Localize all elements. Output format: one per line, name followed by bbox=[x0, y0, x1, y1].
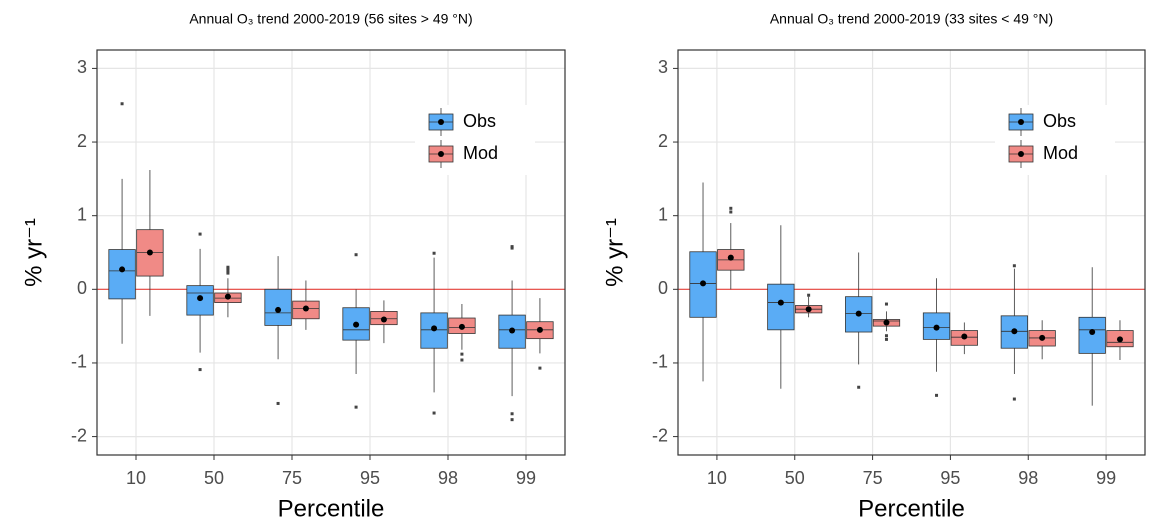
y-tick-label: 0 bbox=[658, 278, 668, 298]
mean bbox=[805, 306, 812, 313]
mean bbox=[224, 293, 231, 300]
outlier bbox=[884, 302, 888, 306]
outlier bbox=[1012, 397, 1016, 401]
y-tick-label: 1 bbox=[77, 204, 87, 224]
outlier bbox=[226, 269, 230, 273]
legend-label: Obs bbox=[1043, 111, 1076, 131]
y-tick-label: 3 bbox=[658, 57, 668, 77]
mean bbox=[197, 295, 204, 302]
y-tick-label: -1 bbox=[71, 352, 87, 372]
outlier bbox=[538, 366, 542, 370]
y-tick-label: 2 bbox=[658, 131, 668, 151]
x-tick-label: 99 bbox=[516, 468, 536, 488]
chart-title: Annual O₃ trend 2000-2019 (56 sites > 49… bbox=[189, 11, 472, 27]
legend: Obs Mod bbox=[415, 105, 535, 175]
x-tick-label: 98 bbox=[1018, 468, 1038, 488]
mean bbox=[777, 299, 784, 306]
outlier bbox=[729, 210, 733, 214]
outlier bbox=[857, 385, 861, 389]
x-tick-label: 95 bbox=[360, 468, 380, 488]
mean bbox=[933, 324, 940, 331]
y-tick-label: -2 bbox=[652, 425, 668, 445]
y-tick-label: 3 bbox=[77, 57, 87, 77]
plot-border bbox=[96, 49, 566, 456]
mean bbox=[458, 323, 465, 330]
mean bbox=[727, 254, 734, 261]
outlier bbox=[510, 246, 514, 250]
mean bbox=[431, 325, 438, 332]
box bbox=[108, 249, 136, 300]
legend-key-dot bbox=[1018, 151, 1024, 157]
mean bbox=[1011, 328, 1018, 335]
x-tick-label: 10 bbox=[707, 468, 727, 488]
y-tick-label: -2 bbox=[71, 425, 87, 445]
outlier bbox=[432, 251, 436, 255]
legend-label: Mod bbox=[1043, 143, 1078, 163]
outlier bbox=[935, 393, 939, 397]
outlier bbox=[884, 334, 888, 338]
outlier bbox=[807, 293, 811, 297]
mean bbox=[353, 321, 360, 328]
x-tick-label: 75 bbox=[282, 468, 302, 488]
y-axis-title: % yr⁻¹ bbox=[20, 218, 47, 287]
y-tick-label: 1 bbox=[658, 204, 668, 224]
mean bbox=[275, 306, 282, 313]
x-tick-label: 75 bbox=[863, 468, 883, 488]
outlier bbox=[354, 405, 358, 409]
outlier bbox=[354, 253, 358, 257]
outlier bbox=[120, 102, 124, 106]
panel: Annual O₃ trend 2000-2019 (56 sites > 49… bbox=[20, 11, 566, 522]
outlier bbox=[198, 232, 202, 236]
x-tick-label: 50 bbox=[785, 468, 805, 488]
box bbox=[767, 283, 795, 331]
mean bbox=[536, 326, 543, 333]
box bbox=[1078, 316, 1106, 354]
legend-label: Obs bbox=[463, 111, 496, 131]
x-axis-title: Percentile bbox=[278, 495, 385, 522]
outlier bbox=[884, 337, 888, 341]
y-tick-label: 0 bbox=[77, 278, 87, 298]
legend-key-dot bbox=[1018, 119, 1024, 125]
mean bbox=[380, 316, 387, 323]
x-axis-title: Percentile bbox=[858, 495, 965, 522]
x-tick-label: 99 bbox=[1096, 468, 1116, 488]
legend-key-dot bbox=[438, 151, 444, 157]
mean bbox=[146, 249, 153, 256]
x-tick-label: 95 bbox=[940, 468, 960, 488]
panel: Annual O₃ trend 2000-2019 (33 sites < 49… bbox=[601, 11, 1146, 522]
y-tick-label: -1 bbox=[652, 352, 668, 372]
y-axis-title: % yr⁻¹ bbox=[601, 218, 628, 287]
mean bbox=[509, 327, 516, 334]
x-tick-label: 10 bbox=[126, 468, 146, 488]
outlier bbox=[226, 271, 230, 275]
mean bbox=[700, 280, 707, 287]
outlier bbox=[432, 411, 436, 415]
outlier bbox=[198, 368, 202, 372]
outlier bbox=[226, 265, 230, 269]
x-tick-label: 50 bbox=[204, 468, 224, 488]
mean bbox=[961, 333, 968, 340]
outlier bbox=[1012, 264, 1016, 268]
outlier bbox=[460, 358, 464, 362]
outlier bbox=[510, 418, 514, 422]
outlier bbox=[510, 412, 514, 416]
mean bbox=[855, 310, 862, 317]
mean bbox=[1039, 334, 1046, 341]
y-tick-label: 2 bbox=[77, 131, 87, 151]
legend: Obs Mod bbox=[995, 105, 1115, 175]
mean bbox=[1116, 336, 1123, 343]
mean bbox=[302, 305, 309, 312]
legend-label: Mod bbox=[463, 143, 498, 163]
chart-title: Annual O₃ trend 2000-2019 (33 sites < 49… bbox=[770, 11, 1053, 27]
outlier bbox=[729, 206, 733, 210]
x-tick-label: 98 bbox=[438, 468, 458, 488]
plot-border bbox=[677, 49, 1146, 456]
mean bbox=[1089, 329, 1096, 336]
legend-key-dot bbox=[438, 119, 444, 125]
mean bbox=[119, 266, 126, 273]
outlier bbox=[460, 352, 464, 356]
outlier bbox=[276, 401, 280, 405]
mean bbox=[883, 319, 890, 326]
